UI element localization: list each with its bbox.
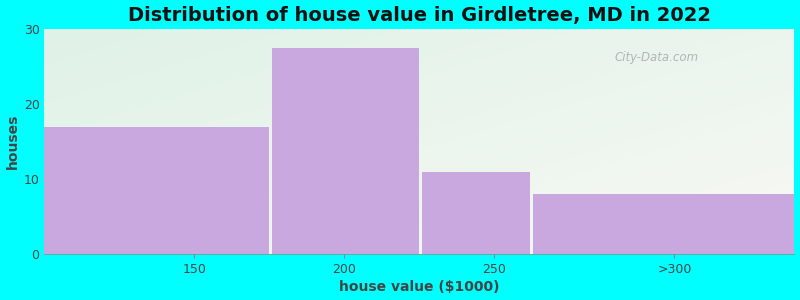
Y-axis label: houses: houses [6,114,19,169]
X-axis label: house value ($1000): house value ($1000) [339,280,500,294]
Bar [273,48,419,254]
Text: City-Data.com: City-Data.com [614,51,698,64]
Bar [45,127,270,254]
Bar [534,194,794,254]
Title: Distribution of house value in Girdletree, MD in 2022: Distribution of house value in Girdletre… [128,6,711,25]
Bar [422,172,530,254]
